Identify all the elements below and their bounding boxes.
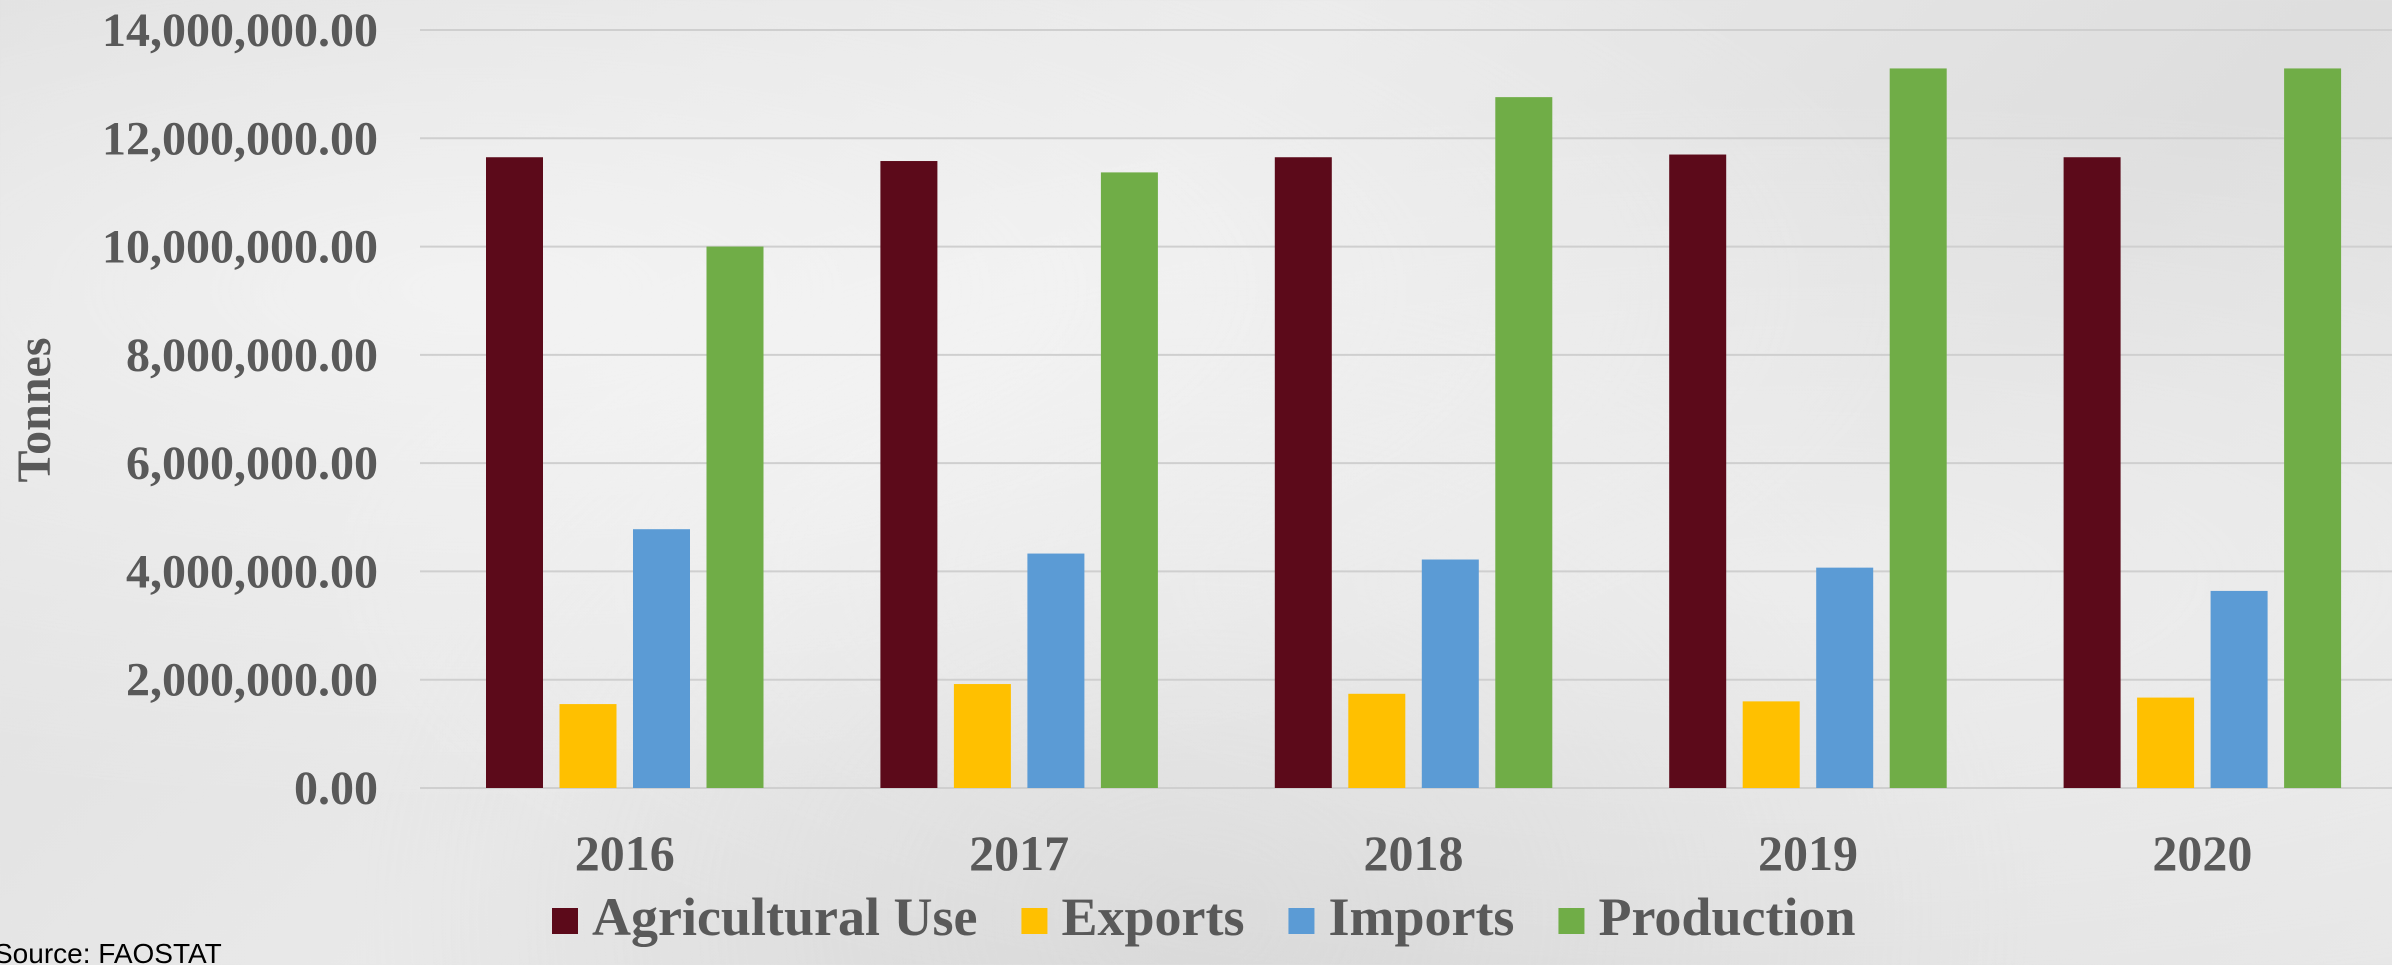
legend-label: Exports	[1061, 887, 1244, 947]
y-tick-label: 4,000,000.00	[126, 545, 378, 598]
bar-imports-2017	[1027, 553, 1085, 788]
y-axis-label: Tonnes	[8, 338, 61, 483]
bar-agricultural-use-2018	[1274, 157, 1332, 788]
bar-agricultural-use-2017	[880, 161, 938, 789]
bar-production-2020	[2284, 68, 2342, 789]
legend-label: Production	[1598, 887, 1855, 947]
x-tick-label: 2017	[969, 825, 1069, 881]
bar-production-2018	[1495, 97, 1553, 788]
x-tick-label: 2020	[2152, 825, 2252, 881]
legend-swatch-agricultural-use	[552, 908, 578, 934]
bar-imports-2019	[1816, 567, 1874, 788]
bar-production-2017	[1100, 172, 1158, 788]
bar-exports-2019	[1742, 701, 1800, 788]
x-tick-label: 2019	[1758, 825, 1858, 881]
legend-label: Agricultural Use	[592, 887, 977, 947]
x-axis-tick-labels: 2016 2017 2018 2019 2020	[575, 825, 2253, 881]
y-tick-label: 14,000,000.00	[102, 4, 378, 57]
bar-agricultural-use-2020	[2063, 157, 2121, 788]
y-tick-label: 2,000,000.00	[126, 654, 378, 707]
y-axis-tick-labels: 0.00 2,000,000.00 4,000,000.00 6,000,000.00…	[102, 4, 378, 815]
legend-swatch-imports	[1288, 908, 1315, 934]
y-tick-label: 10,000,000.00	[102, 221, 378, 274]
x-tick-label: 2018	[1364, 825, 1464, 881]
y-tick-label: 0.00	[294, 762, 378, 815]
bar-agricultural-use-2016	[486, 157, 543, 788]
x-tick-label: 2016	[575, 825, 675, 881]
y-tick-label: 8,000,000.00	[126, 329, 378, 382]
y-tick-label: 6,000,000.00	[126, 437, 378, 490]
bar-agricultural-use-2019	[1669, 154, 1727, 788]
bar-exports-2017	[953, 684, 1011, 788]
legend-swatch-exports	[1021, 908, 1048, 934]
bar-imports-2018	[1421, 559, 1479, 788]
bar-exports-2020	[2137, 697, 2195, 788]
y-tick-label: 12,000,000.00	[102, 112, 378, 165]
legend-swatch-production	[1558, 908, 1585, 934]
bar-production-2019	[1889, 68, 1947, 789]
bar-imports-2016	[633, 529, 690, 788]
source-note: Source: FAOSTAT	[0, 938, 222, 965]
bars	[486, 68, 2342, 789]
bar-exports-2016	[559, 704, 617, 788]
bar-exports-2018	[1348, 693, 1406, 788]
legend: Agricultural Use Exports Imports Production	[552, 887, 1855, 947]
bar-production-2016	[706, 246, 764, 789]
legend-label: Imports	[1328, 887, 1514, 947]
bar-imports-2020	[2210, 590, 2268, 788]
